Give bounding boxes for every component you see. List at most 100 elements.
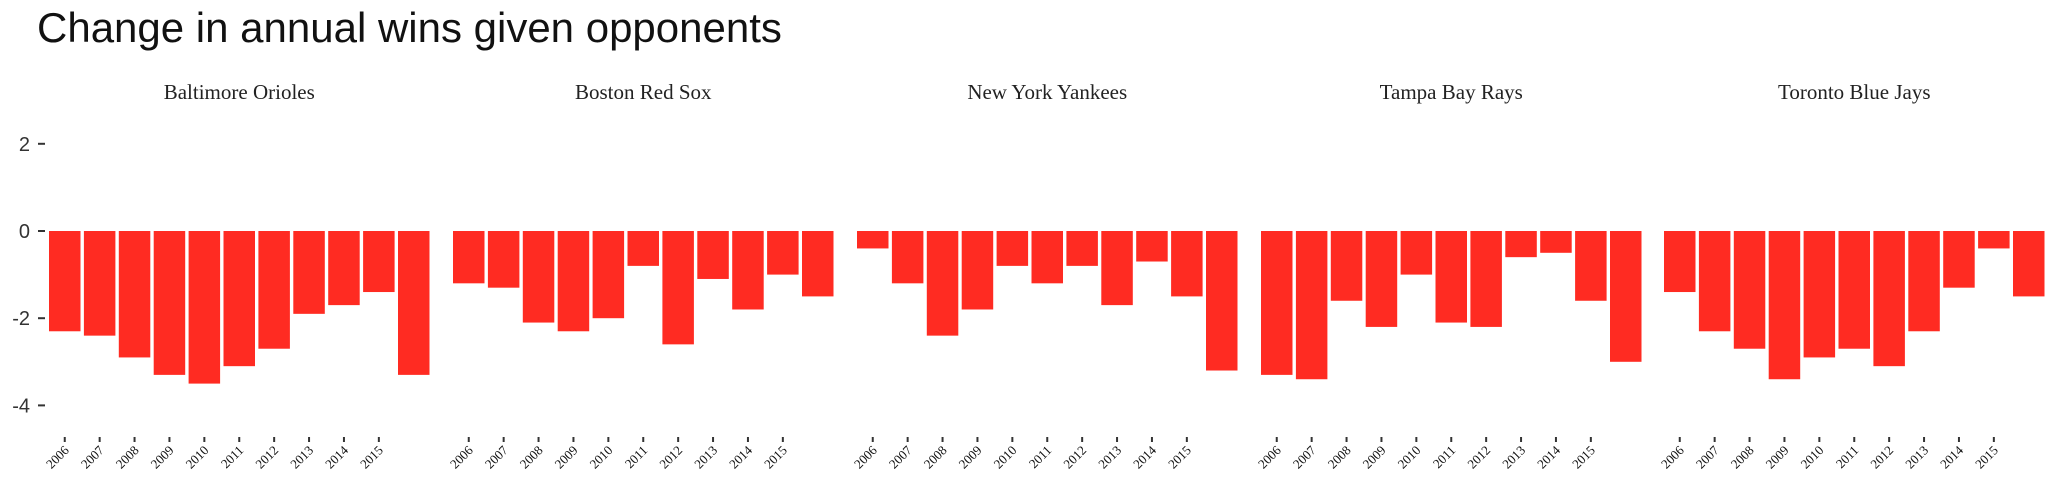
bar xyxy=(1908,231,1940,332)
facet-label: Toronto Blue Jays xyxy=(1778,80,1931,104)
x-tick-label: 2008 xyxy=(517,443,546,472)
x-tick-label: 2006 xyxy=(1658,442,1687,471)
y-tick-label: -4 xyxy=(12,395,30,417)
x-tick-label: 2007 xyxy=(1290,442,1319,471)
bar xyxy=(153,231,186,375)
bar xyxy=(1206,231,1238,371)
x-tick-label: 2010 xyxy=(182,443,211,472)
bar xyxy=(1978,231,2010,249)
chart-title: Change in annual wins given opponents xyxy=(37,4,782,51)
bar xyxy=(522,231,555,323)
x-tick-label: 2006 xyxy=(1255,442,1284,471)
bar xyxy=(1803,231,1836,358)
bar xyxy=(49,231,81,332)
y-tick-label: 0 xyxy=(19,221,30,243)
bar xyxy=(1435,231,1467,323)
x-tick-label: 2010 xyxy=(1394,443,1423,472)
bar xyxy=(2013,231,2045,297)
x-tick-label: 2011 xyxy=(1833,443,1862,472)
x-tick-label: 2014 xyxy=(1130,442,1159,471)
bar xyxy=(926,231,959,336)
x-tick-label: 2008 xyxy=(1728,443,1757,472)
x-tick-label: 2012 xyxy=(1060,443,1089,472)
x-tick-label: 2014 xyxy=(1534,442,1563,471)
bar xyxy=(767,231,799,275)
x-tick-label: 2007 xyxy=(886,442,915,471)
bar xyxy=(487,231,520,288)
x-tick-label: 2009 xyxy=(1360,443,1389,472)
bar xyxy=(363,231,395,293)
bar xyxy=(1575,231,1607,301)
bar xyxy=(118,231,151,358)
bar xyxy=(1171,231,1203,297)
x-tick-label: 2008 xyxy=(921,443,950,472)
x-tick-label: 2012 xyxy=(656,443,685,472)
bar xyxy=(1295,231,1328,380)
bar xyxy=(1768,231,1801,380)
bar xyxy=(328,231,360,306)
bar xyxy=(592,231,625,319)
bar xyxy=(1136,231,1168,262)
bar xyxy=(697,231,729,279)
x-tick-label: 2009 xyxy=(148,443,177,472)
x-tick-label: 2013 xyxy=(1499,443,1528,472)
bar xyxy=(1838,231,1870,349)
bar xyxy=(1101,231,1133,306)
bar xyxy=(1873,231,1905,367)
x-tick-label: 2011 xyxy=(1026,443,1055,472)
x-tick-label: 2013 xyxy=(1902,443,1931,472)
bar xyxy=(223,231,255,367)
bar xyxy=(1470,231,1502,327)
y-tick-label: -2 xyxy=(12,308,30,330)
x-tick-label: 2015 xyxy=(1972,443,2001,472)
bar xyxy=(1540,231,1572,253)
x-tick-label: 2009 xyxy=(956,443,985,472)
bar xyxy=(1261,231,1293,375)
bar xyxy=(453,231,485,284)
x-tick-label: 2009 xyxy=(552,443,581,472)
x-tick-label: 2012 xyxy=(1464,443,1493,472)
bar xyxy=(1066,231,1098,266)
bar xyxy=(1365,231,1398,327)
facet-label: New York Yankees xyxy=(967,80,1127,104)
x-tick-label: 2015 xyxy=(1165,443,1194,472)
bar xyxy=(996,231,1029,266)
x-tick-label: 2006 xyxy=(43,442,72,471)
bar xyxy=(1943,231,1975,288)
bar xyxy=(1698,231,1731,332)
x-tick-label: 2013 xyxy=(691,443,720,472)
y-tick-label: 2 xyxy=(19,134,30,156)
x-tick-label: 2015 xyxy=(761,443,790,472)
bar xyxy=(1031,231,1063,284)
x-tick-label: 2006 xyxy=(851,442,880,471)
x-tick-label: 2007 xyxy=(78,442,107,471)
bar xyxy=(1400,231,1433,275)
bar xyxy=(1733,231,1766,349)
bar xyxy=(732,231,764,310)
x-tick-label: 2015 xyxy=(357,443,386,472)
x-tick-label: 2013 xyxy=(287,443,316,472)
x-tick-label: 2014 xyxy=(726,442,755,471)
bar xyxy=(258,231,290,349)
x-tick-label: 2011 xyxy=(1430,443,1459,472)
x-tick-label: 2010 xyxy=(990,443,1019,472)
x-tick-label: 2012 xyxy=(1867,443,1896,472)
x-tick-label: 2013 xyxy=(1095,443,1124,472)
bar xyxy=(1610,231,1642,362)
bar xyxy=(398,231,430,375)
bar xyxy=(802,231,834,297)
x-tick-label: 2009 xyxy=(1763,443,1792,472)
bar xyxy=(1505,231,1537,258)
bar xyxy=(857,231,889,249)
x-tick-label: 2012 xyxy=(252,443,281,472)
bar xyxy=(662,231,694,345)
facet-label: Baltimore Orioles xyxy=(164,80,315,104)
bar xyxy=(1330,231,1363,301)
x-tick-label: 2015 xyxy=(1569,443,1598,472)
facet-label: Tampa Bay Rays xyxy=(1380,80,1523,104)
x-tick-label: 2007 xyxy=(1693,442,1722,471)
x-tick-label: 2014 xyxy=(322,442,351,471)
x-tick-label: 2010 xyxy=(1797,443,1826,472)
x-tick-label: 2006 xyxy=(447,442,476,471)
